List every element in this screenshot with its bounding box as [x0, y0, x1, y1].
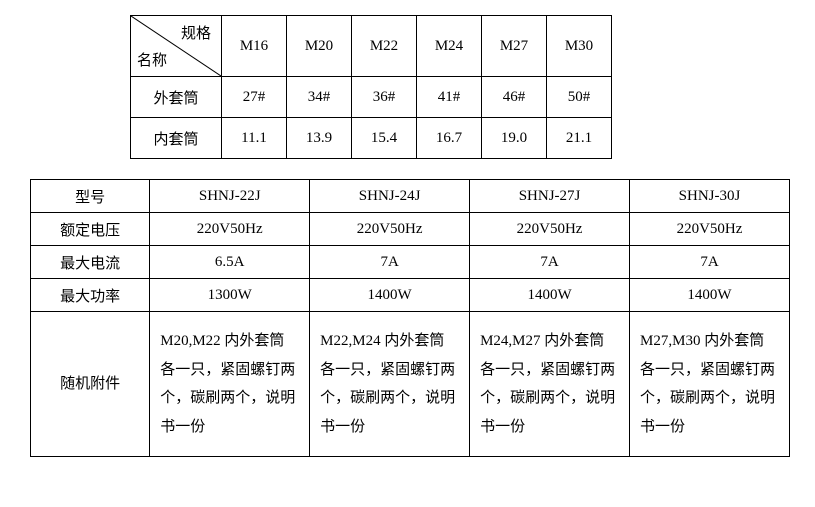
table-row: 最大电流 6.5A 7A 7A 7A	[31, 246, 790, 279]
spec-col-header: M16	[222, 16, 287, 77]
cell-value: 1400W	[630, 279, 790, 312]
cell-value: 1300W	[150, 279, 310, 312]
cell-value: 41#	[417, 77, 482, 118]
spec-table-container: 规格 名称 M16 M20 M22 M24 M27 M30 外套筒 27# 34…	[30, 15, 785, 159]
spec-header-row: 规格 名称 M16 M20 M22 M24 M27 M30	[131, 16, 612, 77]
cell-value: SHNJ-30J	[630, 180, 790, 213]
accessory-row: 随机附件 M20,M22 内外套筒各一只，紧固螺钉两个，碳刷两个，说明书一份 M…	[31, 312, 790, 457]
cell-value: SHNJ-22J	[150, 180, 310, 213]
spec-col-header: M27	[482, 16, 547, 77]
row-label: 外套筒	[131, 77, 222, 118]
spec-col-header: M20	[287, 16, 352, 77]
row-label: 随机附件	[31, 312, 150, 457]
cell-value: 16.7	[417, 118, 482, 159]
cell-value: 15.4	[352, 118, 417, 159]
accessory-cell: M22,M24 内外套筒各一只，紧固螺钉两个，碳刷两个，说明书一份	[310, 312, 470, 457]
table-row: 内套筒 11.1 13.9 15.4 16.7 19.0 21.1	[131, 118, 612, 159]
diagonal-header-cell: 规格 名称	[131, 16, 222, 77]
cell-value: 21.1	[547, 118, 612, 159]
model-table: 型号 SHNJ-22J SHNJ-24J SHNJ-27J SHNJ-30J 额…	[30, 179, 790, 457]
row-label: 内套筒	[131, 118, 222, 159]
cell-value: 36#	[352, 77, 417, 118]
cell-value: 220V50Hz	[310, 213, 470, 246]
cell-value: 19.0	[482, 118, 547, 159]
cell-value: SHNJ-27J	[470, 180, 630, 213]
cell-value: 7A	[310, 246, 470, 279]
cell-value: 7A	[630, 246, 790, 279]
spec-col-header: M30	[547, 16, 612, 77]
row-label: 额定电压	[31, 213, 150, 246]
cell-value: 27#	[222, 77, 287, 118]
cell-value: 220V50Hz	[630, 213, 790, 246]
cell-value: 46#	[482, 77, 547, 118]
cell-value: 220V50Hz	[150, 213, 310, 246]
row-label: 最大功率	[31, 279, 150, 312]
cell-value: 34#	[287, 77, 352, 118]
cell-value: 13.9	[287, 118, 352, 159]
spec-col-header: M24	[417, 16, 482, 77]
cell-value: 6.5A	[150, 246, 310, 279]
cell-value: 220V50Hz	[470, 213, 630, 246]
table-row: 最大功率 1300W 1400W 1400W 1400W	[31, 279, 790, 312]
accessory-cell: M20,M22 内外套筒各一只，紧固螺钉两个，碳刷两个，说明书一份	[150, 312, 310, 457]
model-table-container: 型号 SHNJ-22J SHNJ-24J SHNJ-27J SHNJ-30J 额…	[30, 179, 785, 457]
cell-value: 1400W	[470, 279, 630, 312]
table-row: 外套筒 27# 34# 36# 41# 46# 50#	[131, 77, 612, 118]
row-label: 最大电流	[31, 246, 150, 279]
cell-value: 50#	[547, 77, 612, 118]
table-row: 型号 SHNJ-22J SHNJ-24J SHNJ-27J SHNJ-30J	[31, 180, 790, 213]
spec-col-header: M22	[352, 16, 417, 77]
accessory-cell: M24,M27 内外套筒各一只，紧固螺钉两个，碳刷两个，说明书一份	[470, 312, 630, 457]
diag-bottom-label: 名称	[137, 49, 167, 70]
cell-value: 11.1	[222, 118, 287, 159]
cell-value: 1400W	[310, 279, 470, 312]
cell-value: SHNJ-24J	[310, 180, 470, 213]
diag-top-label: 规格	[181, 22, 211, 43]
spec-table: 规格 名称 M16 M20 M22 M24 M27 M30 外套筒 27# 34…	[130, 15, 612, 159]
accessory-cell: M27,M30 内外套筒各一只，紧固螺钉两个，碳刷两个，说明书一份	[630, 312, 790, 457]
row-label: 型号	[31, 180, 150, 213]
table-row: 额定电压 220V50Hz 220V50Hz 220V50Hz 220V50Hz	[31, 213, 790, 246]
cell-value: 7A	[470, 246, 630, 279]
